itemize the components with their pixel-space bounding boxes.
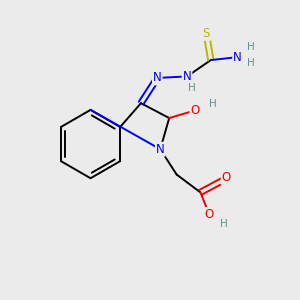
Text: S: S [203,27,210,40]
Text: N: N [156,143,165,156]
Text: H: H [188,83,195,93]
Text: O: O [190,104,200,117]
Text: H: H [247,42,255,52]
Text: N: N [183,70,191,83]
Text: N: N [233,51,242,64]
Text: O: O [222,171,231,184]
Text: H: H [220,219,228,229]
Text: O: O [205,208,214,221]
Text: N: N [153,71,162,84]
Text: H: H [209,99,217,109]
Text: H: H [247,58,255,68]
